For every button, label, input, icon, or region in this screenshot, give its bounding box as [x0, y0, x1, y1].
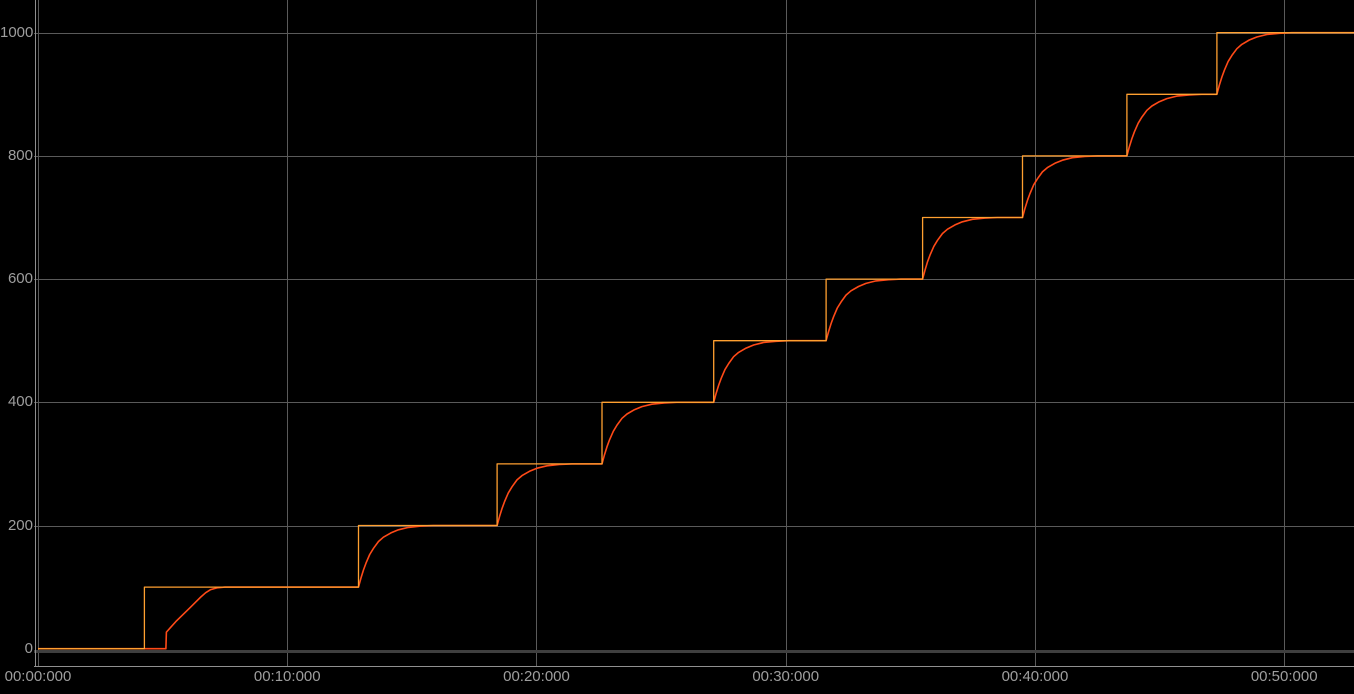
x-tick-label: 00:20:000 [503, 668, 570, 685]
series-step-target [38, 32, 1354, 650]
y-tick-label: 200 [7, 516, 33, 534]
y-tick-label: 0 [24, 639, 33, 657]
series-measured-response [38, 31, 1354, 650]
y-tick-label: 1000 [0, 23, 34, 41]
x-tick-label: 00:50:000 [1250, 668, 1318, 685]
x-tick-label: 00:40:000 [1001, 668, 1069, 685]
x-tick-label: 00:00:000 [4, 668, 72, 685]
y-tick-label: 400 [7, 393, 33, 411]
zero-gridline [34, 650, 1354, 653]
y-tick-label: 800 [7, 146, 33, 164]
axis-borders [34, 0, 1354, 667]
x-tick-label: 00:30:000 [752, 668, 820, 685]
y-tick-label: 600 [7, 270, 33, 288]
grid-layer [34, 0, 1354, 666]
x-tick-label: 00:10:000 [253, 668, 321, 685]
